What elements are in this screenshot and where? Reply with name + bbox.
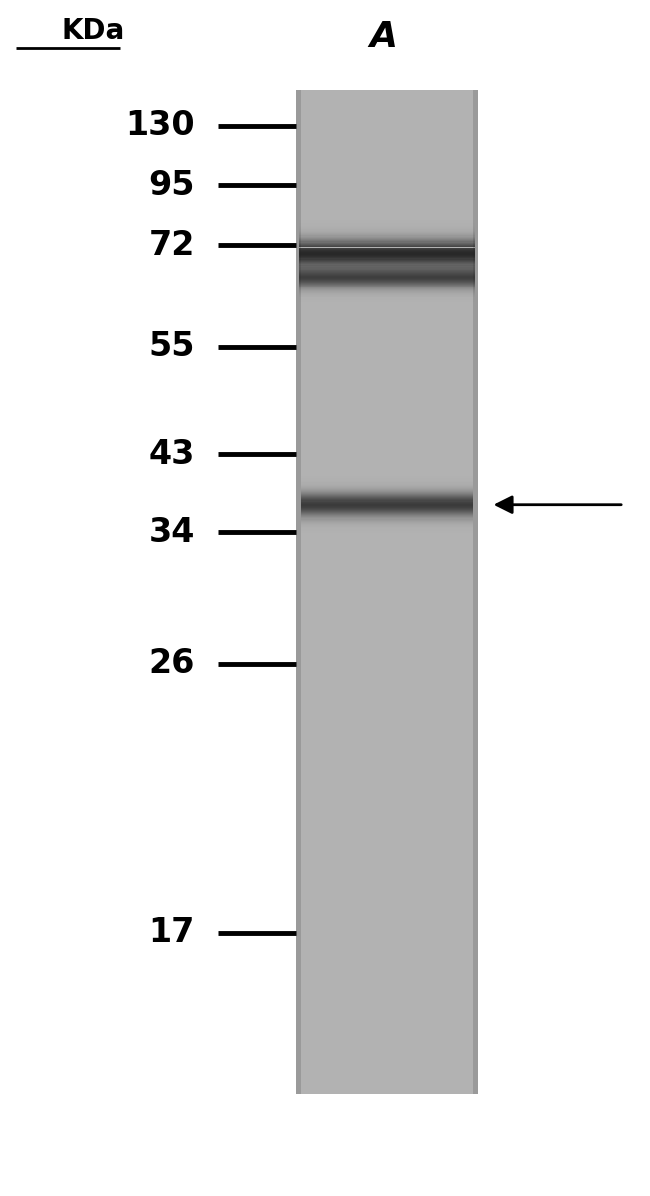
Bar [299,288,474,289]
Bar [299,295,474,297]
Bar [296,90,301,1094]
Bar [299,279,474,280]
Bar [299,291,474,292]
Bar [299,260,474,261]
Bar [299,264,474,266]
Bar [299,215,474,216]
Text: 55: 55 [148,330,195,364]
Bar [299,205,474,206]
Bar [299,208,474,209]
Bar [299,268,474,269]
Bar [299,224,474,225]
Text: 26: 26 [149,647,195,681]
Bar [299,299,474,300]
Bar [299,285,474,286]
Bar [299,252,474,254]
Text: 34: 34 [149,515,195,549]
Bar [299,246,474,248]
Bar [299,287,474,288]
Text: 72: 72 [149,228,195,262]
Text: 17: 17 [149,916,195,950]
Bar [299,248,474,249]
Bar [299,225,474,226]
Bar [299,275,474,276]
Bar [299,300,474,301]
Text: 95: 95 [148,169,195,202]
Text: KDa: KDa [62,18,125,45]
Bar [299,289,474,291]
Bar [299,293,474,294]
Bar [299,239,474,240]
Bar [299,276,474,277]
Text: A: A [369,20,398,54]
Bar [299,210,474,212]
Bar [299,280,474,281]
Bar [299,212,474,213]
Bar [299,261,474,262]
Bar [299,273,474,274]
Bar [473,90,478,1094]
Bar [299,209,474,210]
Bar [299,237,474,238]
Bar [299,234,474,236]
Bar [299,213,474,214]
Bar [299,251,474,252]
Bar [299,250,474,251]
Text: 43: 43 [149,438,195,471]
Bar [299,262,474,263]
Bar [299,298,474,299]
Bar [296,90,478,1094]
Bar [299,270,474,271]
Bar [299,226,474,227]
Bar [299,228,474,230]
Bar [299,233,474,234]
Bar [299,277,474,279]
Bar [299,219,474,220]
Bar [299,227,474,228]
Bar [299,236,474,237]
Bar [299,258,474,260]
Bar [299,294,474,295]
Bar [299,269,474,270]
Bar [299,254,474,255]
Bar [299,214,474,215]
Bar [299,282,474,283]
Bar [299,222,474,224]
Bar [299,267,474,268]
Bar [299,281,474,282]
Bar [299,238,474,239]
Bar [299,255,474,256]
Bar [299,240,474,242]
Bar [299,256,474,257]
Bar [299,230,474,231]
Bar [299,231,474,232]
Bar [299,232,474,233]
Bar [299,292,474,293]
Bar [299,242,474,243]
Bar [299,245,474,246]
Bar [299,221,474,222]
Bar [299,249,474,250]
Bar [299,266,474,267]
Bar [299,274,474,275]
Bar [299,297,474,298]
Bar [299,243,474,244]
Text: 130: 130 [125,109,195,142]
Bar [299,271,474,273]
Bar [299,218,474,219]
Bar [299,283,474,285]
Bar [299,286,474,287]
Bar [299,257,474,258]
Bar [299,244,474,245]
Bar [299,263,474,264]
Bar [299,220,474,221]
Bar [299,207,474,208]
Bar [299,216,474,218]
